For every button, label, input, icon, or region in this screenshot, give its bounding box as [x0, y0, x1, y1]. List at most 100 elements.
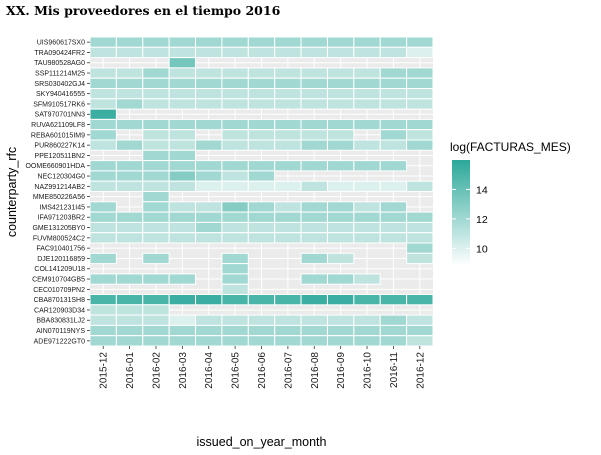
heatmap-cell [115, 88, 144, 100]
heatmap-cell [142, 191, 170, 203]
y-tick-label: FAC910401756 [36, 246, 85, 253]
heatmap-cell [326, 118, 355, 131]
heatmap-cell [353, 77, 381, 89]
heatmap-cell [274, 129, 302, 141]
heatmap-cell [379, 129, 408, 141]
heatmap-cell [142, 252, 170, 265]
heatmap-cell [274, 67, 302, 79]
heatmap-cell [300, 129, 328, 141]
heatmap-cell [300, 201, 328, 213]
heatmap-cell [89, 77, 117, 89]
heatmap-cell [221, 46, 249, 59]
heatmap-cell [142, 88, 170, 100]
heatmap-cell [168, 335, 197, 347]
heatmap-cell [247, 180, 276, 192]
y-tick-label: IFA971203BR2 [38, 215, 86, 222]
heatmap-cell [168, 160, 197, 172]
heatmap-cell [406, 314, 434, 326]
heatmap-cell [89, 232, 117, 244]
legend-ticks: 10 12 14 [452, 184, 488, 255]
heatmap-cell [195, 232, 223, 244]
heatmap-cell [195, 46, 223, 59]
heatmap-cell [353, 232, 381, 244]
heatmap-cell [300, 36, 328, 48]
heatmap-cell [168, 180, 197, 192]
heatmap-cell [406, 324, 434, 337]
heatmap-cell [221, 129, 249, 141]
heatmap-cell [274, 160, 302, 172]
heatmap-cell [221, 36, 249, 48]
heatmap-cell [300, 273, 328, 285]
heatmap-cell [89, 335, 117, 347]
heatmap-cell [195, 324, 223, 337]
heatmap-cell [326, 36, 355, 48]
heatmap-cell [142, 314, 170, 326]
heatmap-cell [89, 273, 117, 285]
heatmap-cell [274, 211, 302, 223]
heatmap-cell [221, 118, 249, 131]
heatmap-cell [274, 88, 302, 100]
heatmap-cell [353, 335, 381, 347]
heatmap-cell [142, 294, 170, 306]
heatmap-cell [406, 88, 434, 100]
x-tick-label: 2016-04 [204, 352, 215, 389]
heatmap-cell [168, 170, 197, 182]
heatmap-cell [168, 201, 197, 213]
heatmap-cell [221, 294, 249, 306]
heatmap-cell [379, 335, 408, 347]
y-tick-label: NEC120304G0 [38, 173, 86, 180]
heatmap-cell [247, 129, 276, 141]
heatmap-cell [406, 139, 434, 151]
x-tick-label: 2016-08 [310, 352, 321, 389]
heatmap-cell [168, 211, 197, 223]
heatmap-cell [274, 201, 302, 213]
heatmap-cell [115, 324, 144, 337]
heatmap-cell [142, 129, 170, 141]
heatmap-cell [168, 67, 197, 79]
x-tick-label: 2016-01 [125, 352, 136, 389]
heatmap-cell [142, 304, 170, 316]
x-tick-label: 2016-10 [363, 352, 374, 389]
heatmap-cell [247, 211, 276, 223]
heatmap-cell [406, 36, 434, 48]
heatmap-cell [274, 118, 302, 131]
x-axis-tick-labels: 2015-12 2016-01 2016-02 2016-03 2016-04 2016-… [99, 346, 426, 389]
heatmap-cell [221, 77, 249, 89]
heatmap-cell [221, 98, 249, 110]
heatmap-cell [326, 129, 355, 141]
heatmap-cell [247, 67, 276, 79]
heatmap-cell [195, 36, 223, 48]
heatmap-cell [142, 170, 170, 182]
heatmap-cell [115, 273, 144, 285]
heatmap-cell [142, 201, 170, 213]
heatmap-cell [168, 88, 197, 100]
heatmap-cell [195, 98, 223, 110]
heatmap-cell [221, 273, 249, 285]
heatmap-cell [247, 170, 276, 182]
heatmap-cell [115, 180, 144, 192]
heatmap-cell [353, 88, 381, 100]
heatmap-cell [195, 221, 223, 234]
heatmap-cell [379, 160, 408, 172]
heatmap-cell [406, 129, 434, 141]
heatmap-cell [115, 67, 144, 79]
heatmap-cell [221, 314, 249, 326]
heatmap-cell [247, 314, 276, 326]
heatmap-cell [168, 273, 197, 285]
heatmap-cell [247, 294, 276, 306]
heatmap-cell [168, 139, 197, 151]
heatmap-cells [89, 36, 434, 347]
x-tick-label: 2016-06 [257, 352, 268, 389]
heatmap-cell [274, 139, 302, 151]
heatmap-cell [247, 118, 276, 131]
y-tick-label: UIS960617SX0 [37, 40, 85, 47]
heatmap-cell [326, 160, 355, 172]
heatmap-cell [379, 88, 408, 100]
heatmap-cell [353, 180, 381, 192]
y-tick-label: OOME660901HDA [25, 163, 85, 170]
heatmap-cell [115, 118, 144, 131]
heatmap-cell [274, 77, 302, 89]
y-tick-label: PUR860227K14 [34, 143, 85, 150]
heatmap-cell [89, 108, 117, 120]
